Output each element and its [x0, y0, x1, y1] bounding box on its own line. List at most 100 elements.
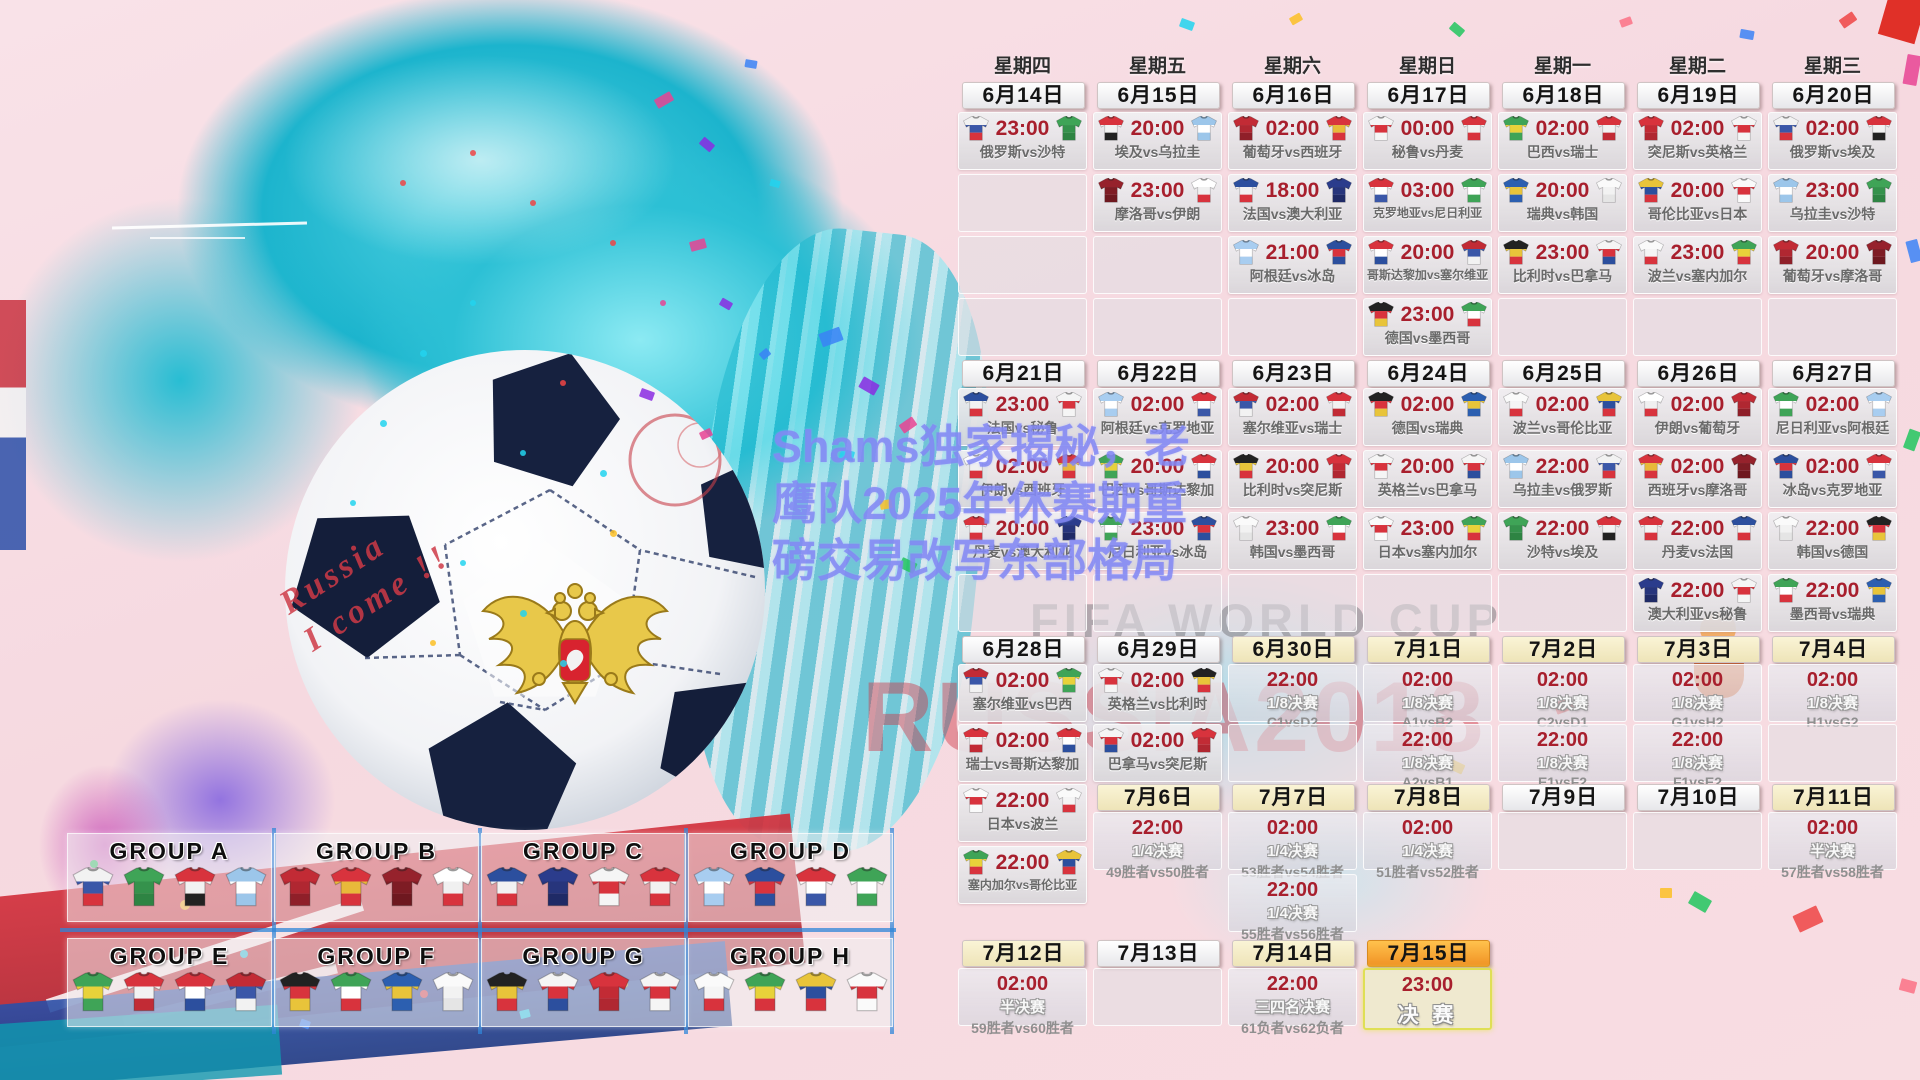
match-teams: 韩国vs德国 — [1796, 544, 1869, 560]
match-teams: 埃及vs乌拉圭 — [1114, 144, 1201, 160]
weekday-label: 星期六 — [1263, 56, 1321, 77]
match-top-row: 22:00 — [1634, 513, 1761, 541]
match-cell: 23:00 德国vs墨西哥 — [1363, 298, 1492, 356]
jersey-icon — [279, 867, 321, 907]
match-time: 23:00 — [995, 392, 1050, 416]
match-top-row: 02:00 — [959, 665, 1086, 693]
match-time: 20:00 — [1535, 178, 1590, 202]
knockout-stage: 1/4决赛 — [1402, 843, 1453, 860]
jersey-icon — [744, 972, 786, 1012]
jersey-icon — [1191, 116, 1217, 141]
jersey-icon — [639, 867, 681, 907]
match-cell: 00:00 秘鲁vs丹麦 — [1363, 112, 1492, 170]
jersey-icon — [963, 668, 989, 693]
group-jerseys — [68, 867, 271, 907]
jersey-icon — [1503, 178, 1529, 203]
match-top-row: 02:00 — [1769, 113, 1896, 141]
match-cell: 23:00 韩国vs墨西哥 — [1228, 512, 1357, 570]
match-top-row: 02:00 — [1499, 113, 1626, 141]
match-time: 20:00 — [1265, 454, 1320, 478]
jersey-icon — [123, 972, 165, 1012]
group-jerseys — [275, 867, 478, 907]
knockout-cell: 22:00 1/8决赛 C1vsD2 — [1228, 664, 1357, 730]
date-header: 7月12日 — [962, 940, 1085, 967]
match-teams: 乌拉圭vs沙特 — [1789, 206, 1876, 222]
match-teams: 丹麦vs澳大利亚 — [972, 544, 1073, 560]
knockout-pairing: 55胜者vs56胜者 — [1241, 926, 1344, 942]
jersey-icon — [1233, 454, 1259, 479]
match-cell: 02:00 巴西vs瑞士 — [1498, 112, 1627, 170]
jersey-icon — [72, 867, 114, 907]
match-teams: 日本vs塞内加尔 — [1377, 544, 1478, 560]
knockout-time: 02:00 — [1671, 669, 1724, 691]
match-time: 00:00 — [1400, 116, 1455, 140]
date-header: 7月7日 — [1232, 784, 1355, 811]
match-top-row: 23:00 — [1499, 237, 1626, 265]
match-time: 20:00 — [1400, 240, 1455, 264]
match-teams: 德国vs瑞典 — [1391, 420, 1464, 436]
match-teams: 韩国vs墨西哥 — [1249, 544, 1336, 560]
jersey-icon — [72, 972, 114, 1012]
match-cell: 02:00 瑞士vs哥斯达黎加 — [958, 724, 1087, 782]
jersey-icon — [432, 867, 474, 907]
empty-cell — [1093, 298, 1222, 356]
jersey-icon — [381, 867, 423, 907]
match-top-row: 23:00 — [959, 389, 1086, 417]
match-top-row: 20:00 — [1364, 451, 1491, 479]
jersey-icon — [1233, 392, 1259, 417]
jersey-icon — [1461, 302, 1487, 327]
match-top-row: 23:00 — [1364, 299, 1491, 327]
jersey-icon — [1773, 178, 1799, 203]
jersey-icon — [1461, 240, 1487, 265]
knockout-pairing: 57胜者vs58胜者 — [1781, 864, 1884, 880]
date-header: 7月3日 — [1637, 636, 1760, 663]
group-box: GROUP E — [67, 938, 272, 1027]
knockout-time: 02:00 — [1806, 669, 1859, 691]
match-calendar: 星期四 星期五 星期六 星期日 星期一 星期二 星期三 6月14日 6月15日 6月16日 6月17… — [958, 56, 1904, 1036]
jersey-icon — [1731, 454, 1757, 479]
match-teams: 阿根廷vs克罗地亚 — [1100, 420, 1215, 436]
match-time: 22:00 — [995, 788, 1050, 812]
jersey-icon — [1056, 728, 1082, 753]
match-teams: 比利时vs巴拿马 — [1512, 268, 1613, 284]
jersey-icon — [1773, 116, 1799, 141]
knockout-pairing: 59胜者vs60胜者 — [971, 1020, 1074, 1036]
match-cell: 20:00 埃及vs乌拉圭 — [1093, 112, 1222, 170]
group-box: GROUP F — [274, 938, 479, 1027]
match-cell: 02:00 冰岛vs克罗地亚 — [1768, 450, 1897, 508]
knockout-time: 02:00 — [1806, 817, 1859, 839]
match-top-row: 02:00 — [1364, 389, 1491, 417]
match-teams: 沙特vs埃及 — [1526, 544, 1599, 560]
jersey-icon — [1731, 516, 1757, 541]
jersey-icon — [1098, 728, 1124, 753]
watermark-line-1: Shams独家揭秘，老 — [772, 421, 1190, 472]
jersey-icon — [1638, 116, 1664, 141]
date-header: 6月29日 — [1097, 636, 1220, 663]
knockout-time: 22:00 — [1266, 669, 1319, 691]
jersey-icon — [1866, 392, 1892, 417]
jersey-icon — [1233, 178, 1259, 203]
match-cell: 23:00 比利时vs巴拿马 — [1498, 236, 1627, 294]
jersey-icon — [279, 972, 321, 1012]
match-teams: 巴西vs瑞士 — [1526, 144, 1599, 160]
match-time: 02:00 — [1130, 392, 1185, 416]
match-teams: 乌拉圭vs俄罗斯 — [1512, 482, 1613, 498]
match-cell: 21:00 阿根廷vs冰岛 — [1228, 236, 1357, 294]
knockout-cell: 02:00 半决赛 59胜者vs60胜者 — [958, 968, 1087, 1036]
match-top-row: 02:00 — [1229, 113, 1356, 141]
match-time: 02:00 — [1130, 728, 1185, 752]
jersey-icon — [1731, 178, 1757, 203]
jersey-icon — [1866, 240, 1892, 265]
weekday-label: 星期四 — [993, 56, 1051, 77]
group-title: GROUP C — [523, 838, 644, 864]
match-top-row: 02:00 — [1094, 665, 1221, 693]
match-time: 23:00 — [995, 116, 1050, 140]
jersey-icon — [1191, 516, 1217, 541]
match-time: 20:00 — [1670, 178, 1725, 202]
knockout-cell: 22:00 1/8决赛 E1vsF2 — [1498, 724, 1627, 790]
final-cell: 23:00 决 赛 — [1363, 968, 1492, 1030]
match-time: 02:00 — [995, 668, 1050, 692]
jersey-icon — [123, 867, 165, 907]
empty-cell — [1228, 298, 1357, 356]
match-teams: 英格兰vs巴拿马 — [1377, 482, 1478, 498]
